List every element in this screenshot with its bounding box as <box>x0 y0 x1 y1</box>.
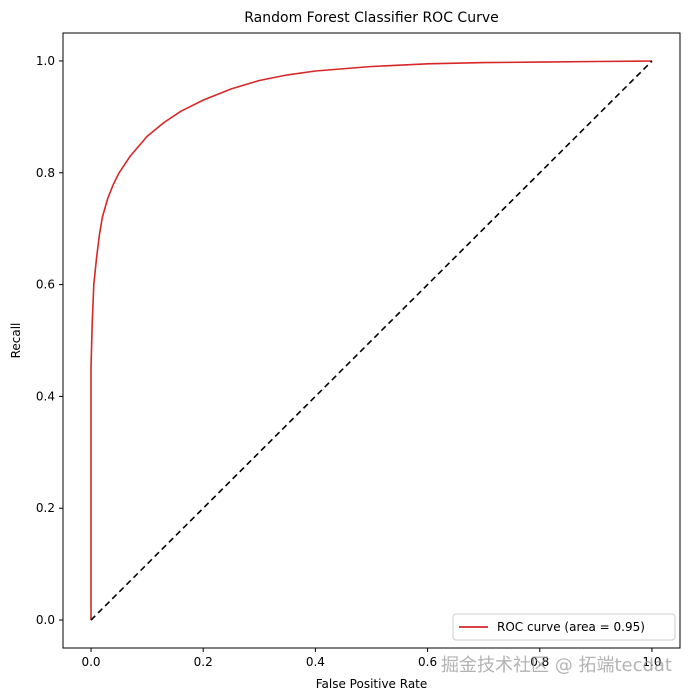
legend: ROC curve (area = 0.95) <box>452 613 676 641</box>
x-axis-label: False Positive Rate <box>316 677 428 691</box>
x-tick-label: 1.0 <box>642 655 661 669</box>
chart-title: Random Forest Classifier ROC Curve <box>244 10 498 26</box>
y-axis-ticks: 0.0 0.2 0.4 0.6 0.8 1.0 <box>36 54 63 627</box>
y-tick-label: 0.2 <box>36 501 55 515</box>
chance-diagonal-line <box>90 60 653 621</box>
y-tick-label: 0.8 <box>36 166 55 180</box>
series-layer <box>90 60 653 621</box>
watermark: 掘金技术社区 @ 拓端tecdat <box>441 655 672 676</box>
x-axis-ticks: 0.0 0.2 0.4 0.6 0.8 1.0 <box>81 648 662 669</box>
y-tick-label: 0.0 <box>36 613 55 627</box>
x-tick-label: 0.4 <box>306 655 325 669</box>
plot-frame <box>62 32 681 649</box>
x-tick-label: 0.0 <box>81 655 100 669</box>
y-axis-label: Recall <box>9 323 23 359</box>
y-tick-label: 0.6 <box>36 278 55 292</box>
legend-box <box>452 613 676 641</box>
x-tick-label: 0.2 <box>194 655 213 669</box>
roc-curve-line <box>90 60 653 620</box>
y-tick-label: 1.0 <box>36 54 55 68</box>
y-tick-label: 0.4 <box>36 389 55 403</box>
x-tick-label: 0.6 <box>418 655 437 669</box>
x-tick-label: 0.8 <box>530 655 549 669</box>
legend-label: ROC curve (area = 0.95) <box>497 620 645 634</box>
